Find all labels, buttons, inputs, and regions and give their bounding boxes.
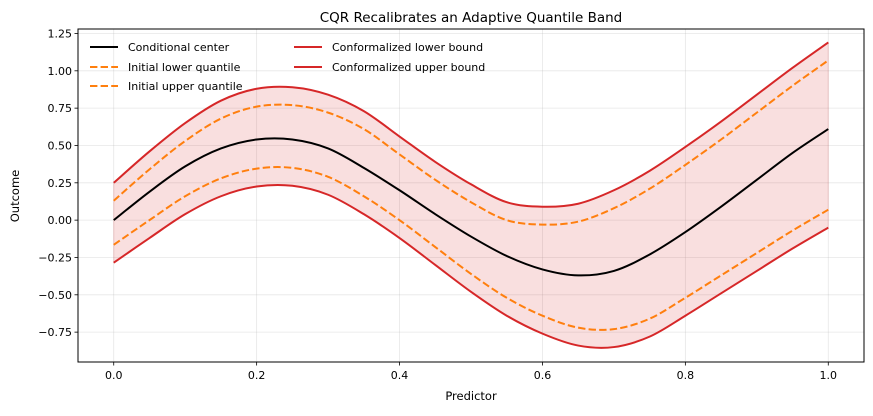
x-tick-label: 0.2: [248, 369, 266, 382]
chart-title: CQR Recalibrates an Adaptive Quantile Ba…: [320, 10, 623, 26]
y-tick-label: 0.00: [48, 214, 73, 227]
legend-label: Initial lower quantile: [128, 61, 241, 74]
y-tick-label: 0.25: [48, 177, 73, 190]
axes: [77, 28, 865, 363]
y-tick-label: 0.50: [48, 139, 73, 152]
y-axis-label: Outcome: [8, 170, 22, 223]
y-tick-label: −0.75: [38, 326, 72, 339]
lines-layer: [113, 41, 829, 349]
y-tick-label: −0.25: [38, 251, 72, 264]
lower-bound-line: [113, 183, 829, 349]
upper-bound-line: [113, 41, 829, 208]
upper-quantile-line: [113, 59, 829, 226]
legend-label: Conformalized lower bound: [332, 41, 483, 54]
legend-label: Initial upper quantile: [128, 80, 243, 93]
x-tick-label: 0.6: [534, 369, 552, 382]
plot-frame: [77, 28, 865, 363]
y-tick-label: −0.50: [38, 289, 72, 302]
grid: [78, 29, 864, 362]
legend: Conditional center Initial lower quantile…: [90, 41, 485, 93]
legend-label: Conformalized upper bound: [332, 61, 485, 74]
lower-quantile-line: [113, 166, 829, 331]
x-tick-label: 1.0: [820, 369, 838, 382]
ticks: 0.0 0.2 0.4 0.6 0.8 1.0 −0.75 −0.50 −0.25 0.00 0.2…: [38, 27, 837, 382]
y-tick-label: 0.75: [48, 102, 73, 115]
legend-label: Conditional center: [128, 41, 230, 54]
center-line: [113, 128, 829, 277]
x-tick-label: 0.8: [677, 369, 695, 382]
x-axis-label: Predictor: [445, 389, 497, 403]
y-tick-label: 1.25: [48, 27, 73, 40]
x-tick-label: 0.0: [105, 369, 123, 382]
x-tick-label: 0.4: [391, 369, 409, 382]
y-tick-label: 1.00: [48, 65, 73, 78]
